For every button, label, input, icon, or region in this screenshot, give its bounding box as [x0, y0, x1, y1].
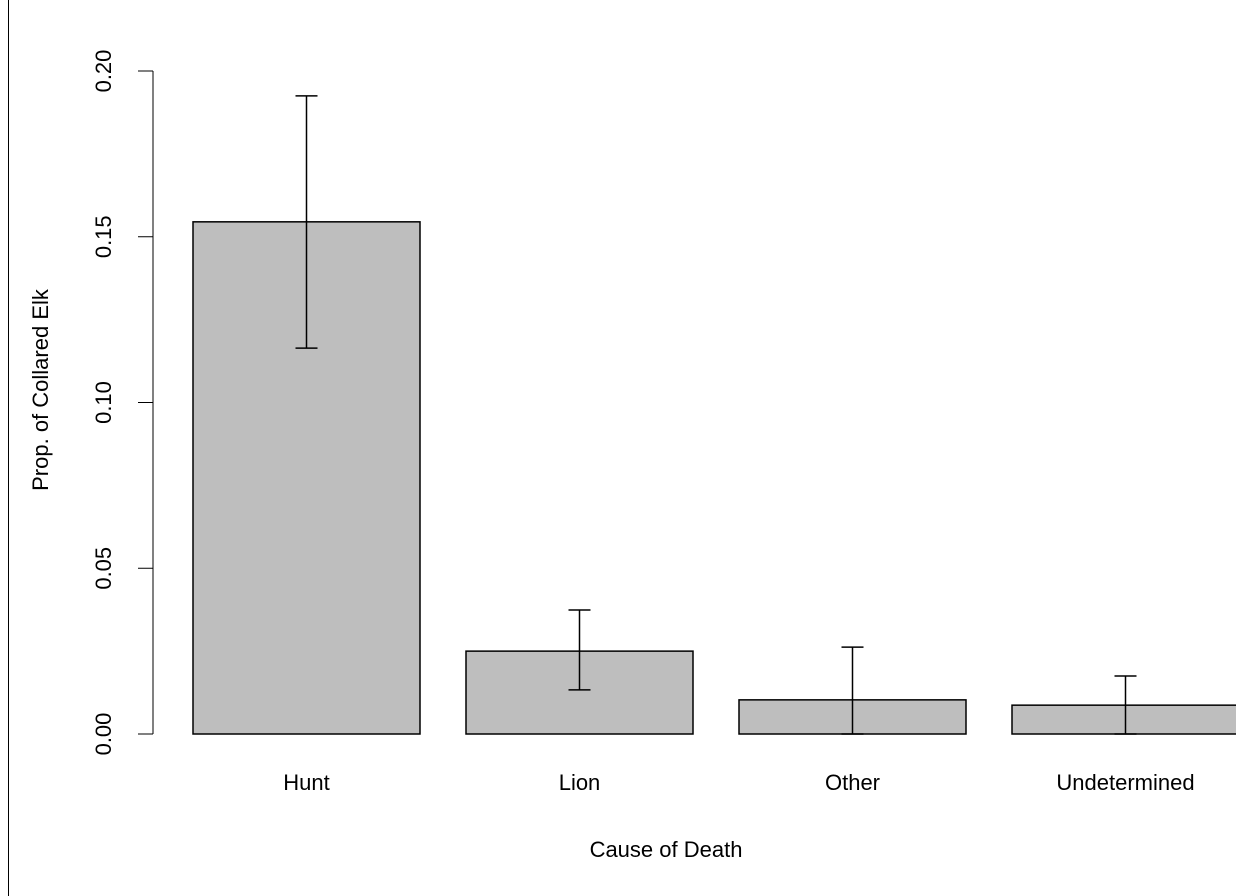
x-tick-label: Lion [559, 770, 601, 795]
y-tick-label: 0.00 [91, 713, 116, 756]
x-tick-label: Undetermined [1056, 770, 1194, 795]
y-tick-label: 0.20 [91, 50, 116, 93]
x-tick-label: Other [825, 770, 880, 795]
error-bar [841, 646, 864, 735]
error-bar [1114, 675, 1137, 735]
y-tick-label: 0.05 [91, 547, 116, 590]
error-bar [568, 609, 591, 691]
y-axis-label: Prop. of Collared Elk [28, 288, 53, 491]
x-tick-label: Hunt [283, 770, 329, 795]
y-tick-label: 0.10 [91, 381, 116, 424]
y-tick-label: 0.15 [91, 215, 116, 258]
error-bar [295, 95, 318, 349]
bar [1011, 704, 1236, 735]
x-axis-label: Cause of Death [590, 837, 743, 862]
